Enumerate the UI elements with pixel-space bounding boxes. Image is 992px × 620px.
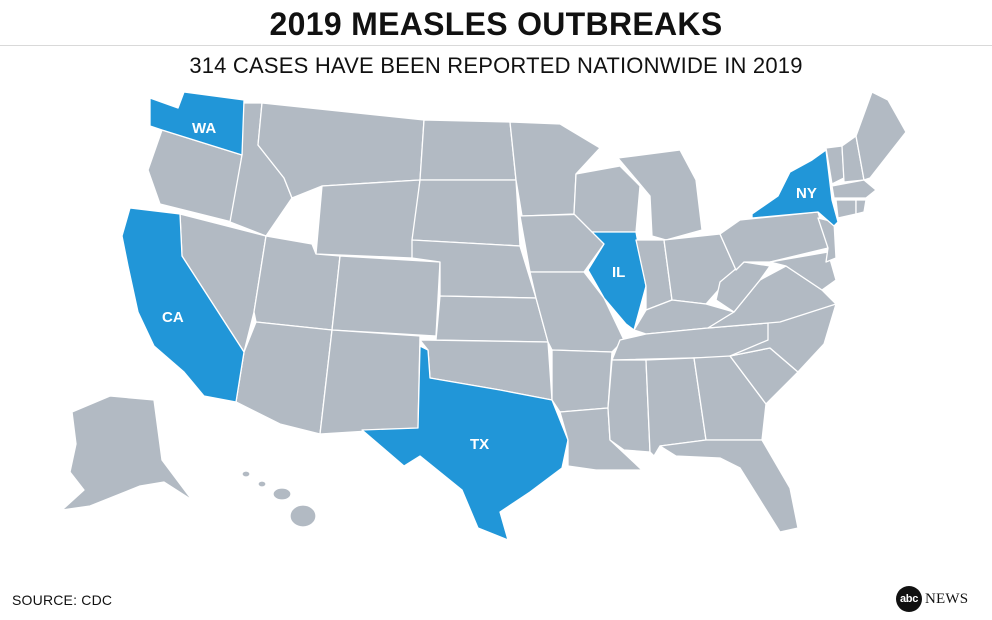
abc-news-logo: abc NEWS bbox=[896, 586, 968, 612]
state-MI bbox=[617, 149, 703, 241]
source-note: SOURCE: CDC bbox=[12, 592, 113, 608]
title-divider bbox=[0, 45, 992, 46]
state-CO bbox=[331, 255, 441, 337]
state-NC bbox=[729, 303, 837, 373]
label-CA: CA bbox=[162, 309, 184, 326]
state-FL bbox=[659, 439, 799, 533]
state-MD bbox=[769, 251, 837, 291]
state-MS bbox=[607, 359, 651, 453]
state-WY bbox=[315, 179, 421, 259]
state-HI-3 bbox=[272, 487, 292, 501]
state-NM bbox=[319, 329, 421, 435]
label-TX: TX bbox=[470, 436, 489, 453]
state-ND bbox=[419, 119, 517, 181]
abc-logo-icon: abc bbox=[896, 586, 922, 612]
label-IL: IL bbox=[612, 264, 625, 281]
state-WI bbox=[573, 165, 641, 233]
state-NY bbox=[751, 149, 839, 227]
state-AR bbox=[551, 349, 613, 413]
state-PA bbox=[719, 211, 829, 271]
state-HI-2 bbox=[257, 480, 267, 488]
state-CA bbox=[121, 207, 245, 403]
state-AK bbox=[61, 395, 193, 511]
state-CT bbox=[835, 199, 857, 219]
state-KS bbox=[435, 295, 549, 343]
state-RI bbox=[855, 199, 867, 215]
state-GA bbox=[693, 355, 767, 441]
state-AZ bbox=[235, 321, 333, 435]
state-WA bbox=[149, 91, 245, 156]
news-wordmark: NEWS bbox=[925, 590, 969, 607]
state-HI-4 bbox=[289, 504, 317, 528]
page-title: 2019 MEASLES OUTBREAKS bbox=[269, 6, 723, 42]
label-WA: WA bbox=[192, 120, 216, 137]
label-NY: NY bbox=[796, 185, 817, 202]
state-ME bbox=[855, 91, 907, 181]
state-SD bbox=[411, 179, 521, 247]
page-subtitle: 314 CASES HAVE BEEN REPORTED NATIONWIDE … bbox=[189, 53, 803, 78]
state-TX bbox=[361, 345, 569, 541]
state-MA bbox=[831, 179, 877, 199]
state-HI-1 bbox=[241, 470, 251, 478]
state-VA bbox=[707, 265, 837, 329]
